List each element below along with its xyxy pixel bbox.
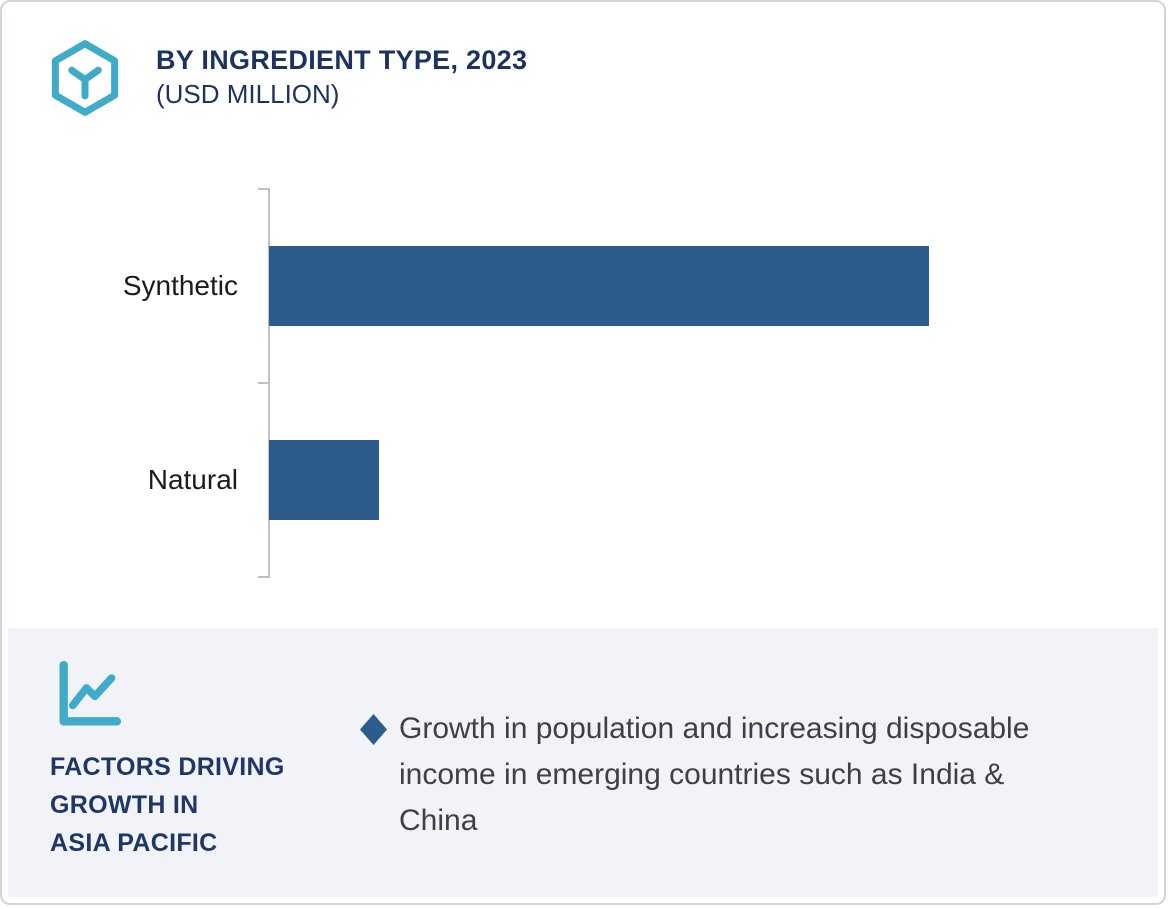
bar-row: Synthetic [2,189,1118,383]
chart-header: BY INGREDIENT TYPE, 2023 (USD MILLION) [156,43,527,111]
axis-tick [258,382,269,384]
factor-bullet-item: Growth in population and increasing disp… [360,706,1029,844]
bar-row: Natural [2,383,1118,577]
chart-subtitle: (USD MILLION) [156,79,340,109]
bar-synthetic [269,246,929,326]
diamond-bullet-icon [360,714,387,745]
bar-natural [269,440,379,520]
bar-track [269,440,1118,520]
bar-chart: Synthetic Natural [2,189,1118,577]
category-label-synthetic: Synthetic [122,270,238,301]
bar-track [269,246,1118,326]
hexagon-y-logo-icon [51,40,119,116]
category-axis-line [268,188,270,578]
factors-panel: FACTORS DRIVING GROWTH IN ASIA PACIFIC G… [8,628,1158,897]
axis-tick [258,576,269,578]
category-label-natural: Natural [147,464,238,495]
factors-heading: FACTORS DRIVING GROWTH IN ASIA PACIFIC [50,753,285,857]
factor-bullet-text: Growth in population and increasing disp… [399,712,1030,837]
chart-title: BY INGREDIENT TYPE, 2023 [156,45,528,75]
line-chart-icon [59,660,122,726]
axis-tick [258,188,269,190]
